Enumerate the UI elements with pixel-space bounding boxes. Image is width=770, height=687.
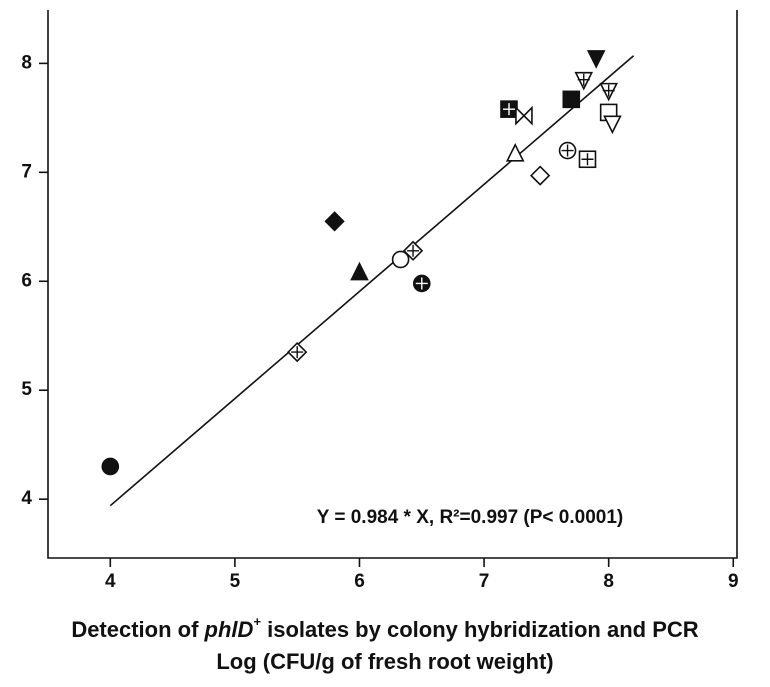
x-axis-label: Detection of phlD+ isolates by colony hy… <box>71 614 698 641</box>
point <box>586 50 606 69</box>
marker <box>530 165 551 186</box>
point <box>324 211 345 232</box>
point <box>287 341 308 363</box>
marker <box>586 50 606 69</box>
marker <box>350 261 369 281</box>
x-tick-label: 5 <box>230 571 241 592</box>
axes <box>47 10 738 559</box>
point <box>402 240 424 261</box>
marker <box>562 90 581 109</box>
fit-line <box>109 55 635 507</box>
y-tick-label: 7 <box>21 161 32 182</box>
marker-cross <box>561 144 574 157</box>
marker-cross <box>502 103 515 116</box>
point <box>558 141 577 160</box>
point <box>562 90 581 109</box>
point <box>530 165 551 186</box>
x-axis-label-line2: Log (CFU/g of fresh root weight) <box>216 649 553 674</box>
point <box>500 100 518 118</box>
marker-cross <box>415 277 428 290</box>
marker-cross <box>581 153 594 166</box>
marker-cross <box>577 73 590 86</box>
x-tick-label: 7 <box>479 571 490 592</box>
marker <box>101 457 120 476</box>
point <box>578 150 597 169</box>
point <box>599 82 618 102</box>
point <box>574 71 594 91</box>
y-tick-label: 8 <box>21 52 32 73</box>
marker-cross <box>602 84 615 97</box>
y-tick-label: 5 <box>21 379 32 400</box>
point <box>391 250 410 269</box>
marker <box>603 115 622 135</box>
point <box>515 105 533 126</box>
point <box>603 115 622 135</box>
x-tick-label: 6 <box>354 571 365 592</box>
marker <box>515 105 533 126</box>
x-tick-label: 8 <box>603 571 614 592</box>
marker <box>324 211 345 232</box>
x-tick-label: 9 <box>728 571 739 592</box>
marker <box>391 250 410 269</box>
y-tick-label: 4 <box>21 488 32 509</box>
marker-cross <box>407 244 420 257</box>
point <box>505 143 525 162</box>
annotation: Y = 0.984 * X, R²=0.997 (P< 0.0001) <box>317 507 624 528</box>
x-tick-label: 4 <box>105 571 116 592</box>
point <box>101 457 120 476</box>
point <box>412 274 431 293</box>
y-tick-label: 6 <box>21 270 32 291</box>
marker-cross <box>291 346 304 359</box>
point <box>350 261 369 281</box>
marker <box>505 143 525 162</box>
